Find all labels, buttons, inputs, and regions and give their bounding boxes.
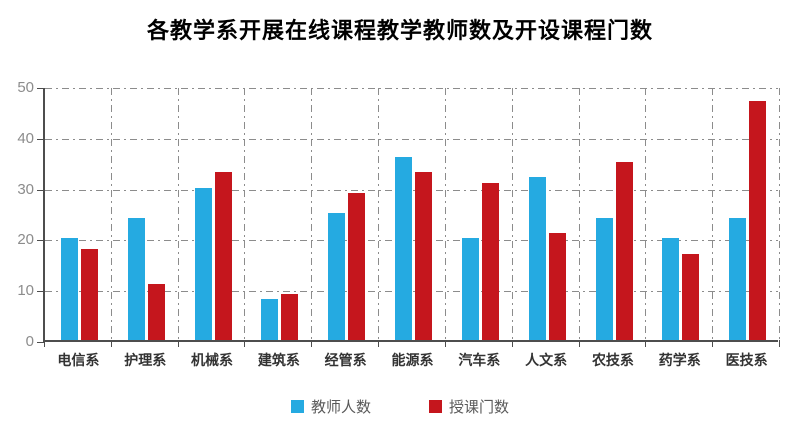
gridline-vertical <box>311 88 313 340</box>
bar <box>682 253 700 340</box>
x-axis-tick <box>311 340 313 347</box>
x-axis-tick <box>712 340 714 347</box>
bar <box>127 218 145 340</box>
x-axis-label: 汽车系 <box>458 352 501 368</box>
plot-area: 0 10 20 30 40 50 电信系 护理系 机械系 建筑系 经管系 能源系 汽车系 人文系 农技系 药学… <box>17 79 780 368</box>
gridline-vertical <box>378 88 380 340</box>
gridline-vertical <box>645 88 647 340</box>
bar <box>461 238 479 340</box>
gridline-horizontal <box>45 88 778 89</box>
bar <box>662 238 680 340</box>
chart-title: 各教学系开展在线课程教学教师数及开设课程门数 <box>146 18 653 43</box>
gridline-vertical <box>779 88 780 340</box>
gridline-vertical <box>110 88 112 340</box>
legend-swatch <box>429 400 442 413</box>
bar <box>481 182 499 340</box>
x-axis-tick <box>378 340 380 347</box>
y-axis-tick <box>37 138 45 140</box>
gridline-vertical <box>712 88 714 340</box>
y-axis-label: 0 <box>25 333 34 350</box>
legend-label: 教师人数 <box>310 399 371 416</box>
gridline-vertical <box>578 88 580 340</box>
x-axis-tick <box>645 340 647 347</box>
bar <box>328 213 346 340</box>
x-axis-label: 机械系 <box>191 352 234 368</box>
x-axis-label: 农技系 <box>591 352 634 368</box>
legend-item: 授课门数 <box>429 396 509 417</box>
x-axis-label: 建筑系 <box>257 352 300 368</box>
gridline-vertical <box>177 88 179 340</box>
y-axis-tick <box>37 189 45 191</box>
legend-label: 授课门数 <box>449 399 510 416</box>
bar <box>729 218 747 340</box>
x-axis-label: 护理系 <box>124 352 167 368</box>
legend-item: 教师人数 <box>290 396 371 417</box>
y-axis-tick <box>37 88 45 89</box>
bar <box>61 238 78 340</box>
bar <box>395 157 413 340</box>
x-axis-tick <box>444 340 446 347</box>
legend-swatch <box>290 400 304 413</box>
gridline-vertical <box>444 88 446 340</box>
x-axis-tick <box>110 340 112 347</box>
x-axis-label: 电信系 <box>57 352 100 368</box>
bar <box>548 233 566 340</box>
x-axis-tick <box>779 340 780 347</box>
bar <box>615 162 633 340</box>
x-axis-label: 药学系 <box>658 352 701 368</box>
bar <box>348 192 366 340</box>
bar <box>261 299 279 340</box>
bar <box>415 172 433 340</box>
y-axis-tick <box>37 342 45 343</box>
legend: 教师人数 授课门数 <box>0 396 800 417</box>
x-axis-tick <box>511 340 513 347</box>
bar <box>528 177 546 340</box>
bar <box>81 248 98 340</box>
x-axis-tick <box>177 340 179 347</box>
y-axis-label: 50 <box>17 79 34 96</box>
y-axis-label: 40 <box>17 129 34 147</box>
gridline-vertical <box>511 88 513 340</box>
bar <box>214 172 232 340</box>
bar <box>749 101 767 340</box>
x-axis-label: 医技系 <box>725 352 768 368</box>
x-axis-label: 人文系 <box>525 352 568 368</box>
y-axis-label: 10 <box>17 282 34 300</box>
gridline-vertical <box>244 88 246 340</box>
y-axis-label: 20 <box>17 231 34 249</box>
y-axis-label: 30 <box>17 180 34 198</box>
x-axis-tick <box>44 340 45 347</box>
x-axis-label: 经管系 <box>324 352 367 368</box>
x-axis-label: 能源系 <box>391 352 434 368</box>
bar <box>147 284 165 340</box>
bar <box>595 218 613 340</box>
gridline-horizontal <box>45 138 778 140</box>
bar <box>194 187 212 340</box>
bar <box>281 294 299 340</box>
x-axis-tick <box>578 340 580 347</box>
y-axis-tick <box>37 291 45 293</box>
x-axis-tick <box>244 340 246 347</box>
y-axis-tick <box>37 240 45 242</box>
